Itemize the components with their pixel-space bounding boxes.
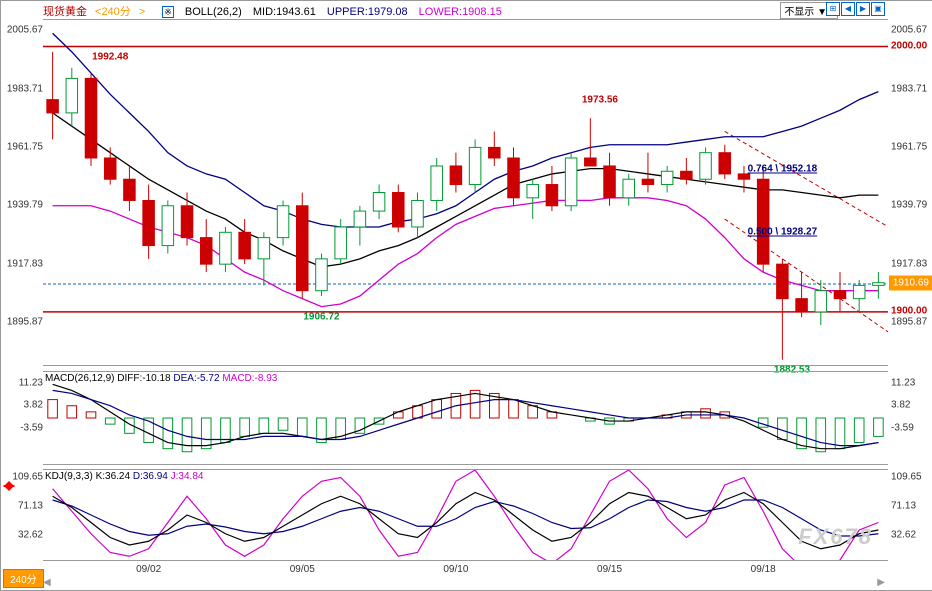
boll-icon: ※ bbox=[162, 6, 174, 18]
kdj-chart-svg bbox=[43, 470, 888, 560]
watermark: FX678 bbox=[798, 524, 873, 550]
nav-btn-1[interactable]: ⊞ bbox=[826, 2, 840, 16]
main-yaxis-left: 2005.671983.711961.751939.791917.831895.… bbox=[1, 19, 43, 364]
x-axis: 09/0209/0509/1009/1509/18 bbox=[43, 559, 888, 587]
nav-btn-3[interactable]: ▶ bbox=[856, 2, 870, 16]
boll-upper: UPPER:1979.08 bbox=[327, 6, 408, 18]
symbol-label: 现货黄金 bbox=[43, 6, 87, 18]
macd-chart-svg bbox=[43, 372, 888, 464]
chart-header: 现货黄金 <240分> ※ BOLL(26,2) MID:1943.61 UPPE… bbox=[43, 3, 510, 19]
main-yaxis-right: 2005.671983.711961.751939.791917.831895.… bbox=[888, 19, 932, 364]
chart-container: 现货黄金 <240分> ※ BOLL(26,2) MID:1943.61 UPPE… bbox=[0, 0, 932, 591]
scroll-left[interactable]: ◀ bbox=[43, 577, 51, 588]
nav-buttons: ⊞ ◀ ▶ ▣ bbox=[826, 2, 885, 16]
timeframe-button[interactable]: 240分 bbox=[3, 569, 44, 588]
price-panel[interactable]: 1992.481973.561906.721882.530.764 \ 1952… bbox=[43, 19, 888, 366]
boll-label: BOLL(26,2) bbox=[185, 6, 242, 18]
price-chart-svg bbox=[43, 20, 888, 365]
kdj-yaxis-left: 109.6571.1332.62 bbox=[1, 469, 43, 559]
macd-yaxis-left: 11.233.82-3.59 bbox=[1, 371, 43, 463]
nav-btn-4[interactable]: ▣ bbox=[871, 2, 885, 16]
boll-mid: MID:1943.61 bbox=[253, 6, 316, 18]
boll-lower: LOWER:1908.15 bbox=[419, 6, 502, 18]
kdj-yaxis-right: 109.6571.1332.62 bbox=[888, 469, 932, 559]
scroll-right[interactable]: ▶ bbox=[877, 577, 885, 588]
nav-btn-2[interactable]: ◀ bbox=[841, 2, 855, 16]
macd-yaxis-right: 11.233.82-3.59 bbox=[888, 371, 932, 463]
kdj-panel[interactable]: KDJ(9,3,3) K:36.24 D:36.94 J:34.84 bbox=[43, 469, 888, 561]
timeframe-label: <240分> bbox=[95, 6, 145, 18]
macd-panel[interactable]: MACD(26,12,9) DIFF:-10.18 DEA:-5.72 MACD… bbox=[43, 371, 888, 465]
